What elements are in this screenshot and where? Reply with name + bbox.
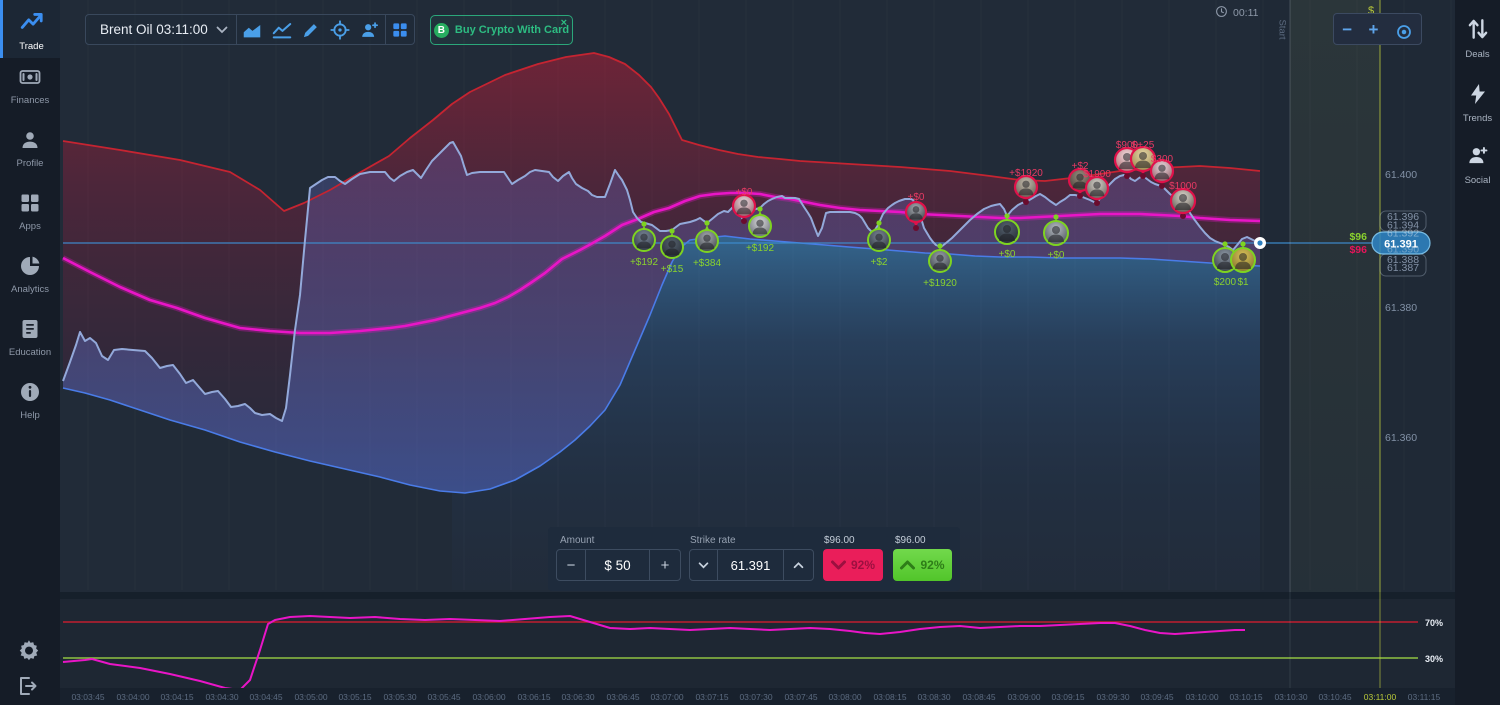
svg-text:$1000: $1000	[1169, 181, 1197, 192]
svg-text:$200: $200	[1214, 277, 1237, 288]
svg-text:61.392: 61.392	[1387, 228, 1419, 240]
svg-text:$300: $300	[1151, 154, 1174, 165]
svg-text:$: $	[1368, 5, 1374, 17]
svg-text:$+25: $+25	[1132, 140, 1155, 151]
svg-text:+$0: +$0	[908, 192, 925, 203]
svg-text:$96: $96	[1349, 231, 1367, 243]
svg-text:61.380: 61.380	[1385, 302, 1417, 314]
svg-text:70%: 70%	[1425, 618, 1443, 628]
svg-text:+$0: +$0	[736, 187, 753, 198]
svg-text:+$1920: +$1920	[1009, 168, 1043, 179]
svg-text:61.396: 61.396	[1387, 211, 1419, 223]
svg-text:+$192: +$192	[630, 257, 659, 268]
svg-text:$1: $1	[1237, 277, 1249, 288]
svg-text:$900: $900	[1116, 140, 1139, 151]
svg-text:+$1920: +$1920	[923, 278, 957, 289]
svg-text:$96: $96	[1349, 244, 1367, 256]
svg-text:61.400: 61.400	[1385, 169, 1417, 181]
svg-text:+$384: +$384	[693, 258, 722, 269]
svg-text:61.360: 61.360	[1385, 432, 1417, 444]
svg-text:61.387: 61.387	[1387, 262, 1419, 274]
svg-text:61.394: 61.394	[1387, 220, 1419, 232]
svg-text:+$0: +$0	[1048, 250, 1065, 261]
svg-text:30%: 30%	[1425, 654, 1443, 664]
svg-text:+$2: +$2	[871, 257, 888, 268]
svg-text:61.391: 61.391	[1384, 239, 1418, 251]
svg-text:61.388: 61.388	[1387, 254, 1419, 266]
svg-text:+$0: +$0	[999, 249, 1016, 260]
svg-text:61.390: 61.390	[1387, 244, 1419, 256]
svg-text:+$15: +$15	[661, 264, 684, 275]
svg-text:+$192: +$192	[746, 243, 775, 254]
svg-text:$1900: $1900	[1083, 169, 1111, 180]
svg-text:+$2: +$2	[1072, 161, 1089, 172]
